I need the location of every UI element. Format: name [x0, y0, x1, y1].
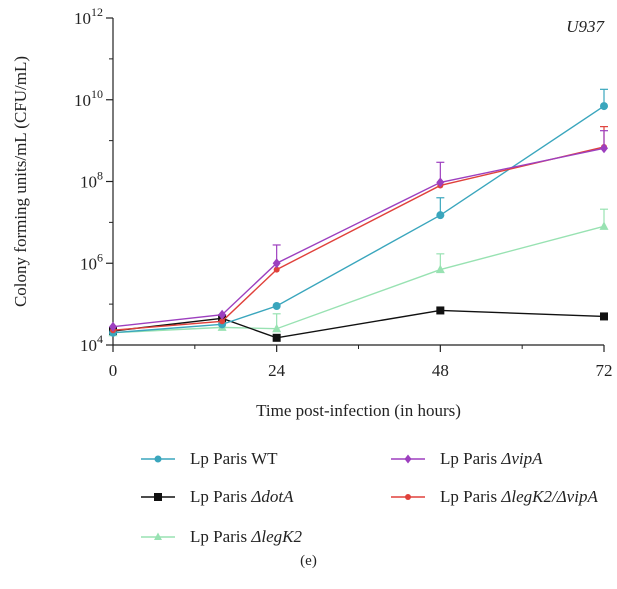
chart-legend: Lp Paris WT Lp Paris ΔvipA Lp Paris Δdot… [140, 448, 610, 558]
legend-marker [154, 532, 162, 540]
chart-title: U937 [566, 17, 605, 36]
legend-marker [405, 494, 411, 500]
data-point [272, 323, 282, 333]
data-point [272, 258, 281, 269]
legend-marker [154, 493, 162, 501]
data-point [272, 301, 281, 310]
legend-label-legk2: Lp Paris ΔlegK2 [190, 527, 302, 546]
legend-swatch-legk2-vipa [391, 494, 425, 500]
legend-swatch-wt [141, 455, 175, 463]
data-point [218, 309, 227, 320]
legend-item-wt: Lp Paris WT [140, 448, 278, 470]
legend-marker [154, 455, 162, 463]
legend-label-wt: Lp Paris WT [190, 449, 278, 468]
x-tick-label: 0 [109, 361, 118, 380]
data-point [109, 321, 117, 332]
legend-item-legk2-vipa: Lp Paris ΔlegK2/ΔvipA [390, 486, 598, 508]
series-line [112, 146, 605, 331]
data-point [272, 333, 281, 342]
data-point [273, 266, 280, 273]
legend-marker [404, 454, 412, 464]
legend-label-vipa: Lp Paris ΔvipA [440, 449, 543, 468]
y-tick-label: 104 [80, 332, 103, 355]
x-tick-label: 72 [596, 361, 613, 380]
data-point [436, 211, 445, 220]
y-tick-label: 1010 [74, 87, 103, 110]
series-line [112, 147, 605, 328]
legend-label-legk2-vipa: Lp Paris ΔlegK2/ΔvipA [440, 487, 598, 506]
y-axis-title: Colony forming units/mL (CFU/mL) [11, 56, 30, 307]
data-point [436, 177, 445, 188]
x-tick-label: 24 [268, 361, 286, 380]
y-tick-label: 106 [80, 250, 103, 273]
data-point [599, 221, 609, 230]
line-chart: 104 106 108 1010 1012 0 24 48 72 Time post-infect… [11, 5, 613, 420]
data-point [600, 143, 608, 154]
data-point [219, 318, 226, 325]
series-line [112, 225, 605, 334]
legend-item-legk2: Lp Paris ΔlegK2 [140, 526, 302, 548]
legend-item-dota: Lp Paris ΔdotA [140, 486, 293, 508]
legend-swatch-legk2 [141, 532, 175, 540]
data-point [600, 312, 608, 321]
y-tick-label: 1012 [74, 5, 103, 28]
legend-swatch-dota [141, 493, 175, 501]
y-tick-label: 108 [80, 169, 103, 192]
legend-swatch-vipa [391, 454, 425, 464]
data-point [600, 102, 608, 111]
legend-label-dota: Lp Paris ΔdotA [190, 487, 294, 506]
data-point [436, 306, 445, 315]
data-point [435, 264, 445, 274]
x-tick-label: 48 [432, 361, 449, 380]
x-axis-title: Time post-infection (in hours) [256, 401, 461, 420]
legend-item-vipa: Lp Paris ΔvipA [390, 448, 543, 470]
panel-label: (e) [300, 553, 317, 569]
